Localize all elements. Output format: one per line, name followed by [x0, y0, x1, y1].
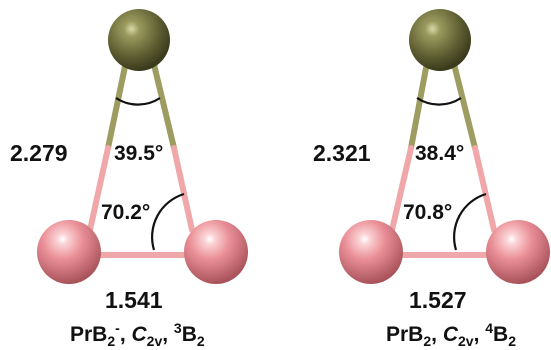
- sep-comma-1: ,: [120, 323, 132, 346]
- caption-prb2-neutral: PrB2, C2v, 4B2: [386, 320, 516, 349]
- b-atom-right: [184, 220, 248, 284]
- pr-atom: [409, 9, 471, 71]
- formula-main: PrB: [70, 323, 107, 346]
- state-sup: 3: [174, 320, 182, 336]
- sep-comma-2: ,: [162, 323, 174, 346]
- symmetry-sub: 2v: [147, 333, 163, 349]
- bond-pr-b-right-lower: [472, 145, 497, 233]
- bond-pr-b-right-upper: [448, 49, 478, 151]
- b-atom-left: [339, 220, 403, 284]
- symmetry-sub: 2v: [458, 333, 474, 349]
- bond-length-b-b: 1.527: [409, 287, 467, 313]
- bond-pr-b-right-lower: [171, 145, 195, 233]
- bond-angle-pr: 38.4°: [415, 142, 464, 165]
- bond-length-pr-b: 2.279: [10, 140, 68, 166]
- angle-arc-b: [453, 192, 487, 251]
- b-atom-right: [486, 220, 550, 284]
- symmetry-letter: C: [443, 323, 459, 346]
- angle-arc-b: [151, 192, 185, 251]
- bond-angle-b: 70.8°: [403, 201, 452, 224]
- state-sup: 4: [485, 320, 493, 336]
- state-sub: 2: [197, 333, 205, 349]
- angle-arc-pr: [416, 97, 462, 106]
- state-sub: 2: [508, 333, 516, 349]
- angle-arc-pr: [115, 97, 161, 106]
- bond-length-b-b: 1.541: [105, 287, 163, 313]
- state-letter: B: [182, 323, 197, 346]
- bond-pr-b-left-lower: [389, 145, 414, 233]
- bond-angle-b: 70.2°: [101, 201, 150, 224]
- formula-sub: 2: [423, 333, 431, 349]
- bond-pr-b-left-lower: [87, 145, 111, 233]
- formula-sup: -: [115, 320, 120, 336]
- sep-comma-2: ,: [474, 323, 486, 346]
- molecule-prb2-neutral: 2.321 38.4° 70.8° 1.527 PrB2, C2v, 4B2: [313, 9, 550, 349]
- bond-length-pr-b: 2.321: [313, 140, 371, 166]
- state-letter: B: [493, 323, 508, 346]
- bond-pr-b-right-upper: [148, 49, 177, 151]
- formula-main: PrB: [386, 323, 423, 346]
- molecule-prb2-anion: 2.279 39.5° 70.2° 1.541 PrB2-, C2v, 3B2: [10, 9, 248, 349]
- b-atom-left: [37, 220, 101, 284]
- sep-comma-1: ,: [431, 323, 443, 346]
- symmetry-letter: C: [132, 323, 148, 346]
- caption-prb2-anion: PrB2-, C2v, 3B2: [70, 320, 205, 349]
- bond-angle-pr: 39.5°: [114, 142, 163, 165]
- formula-sub: 2: [107, 333, 115, 349]
- pr-atom: [108, 9, 170, 71]
